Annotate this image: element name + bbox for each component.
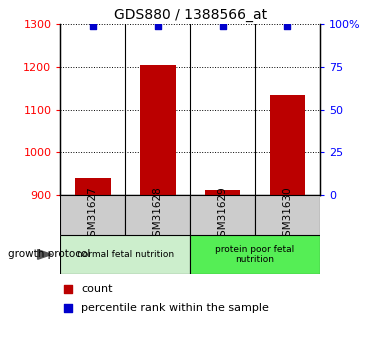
Point (154, 23, 161, 29)
Point (65, 306, 71, 311)
Text: protein poor fetal
nutrition: protein poor fetal nutrition (215, 245, 294, 264)
Bar (255, 195, 320, 235)
Bar (125, 195, 190, 235)
Bar (60, 195, 125, 235)
Text: normal fetal nutrition: normal fetal nutrition (77, 250, 174, 259)
Title: GDS880 / 1388566_at: GDS880 / 1388566_at (113, 8, 267, 22)
Text: count: count (81, 284, 113, 294)
Bar (140, 65, 176, 195)
Polygon shape (37, 250, 51, 259)
Point (284, 23, 291, 29)
Bar (269, 95, 305, 195)
Text: GSM31629: GSM31629 (218, 186, 227, 243)
Point (90, 23, 96, 29)
Text: percentile rank within the sample: percentile rank within the sample (81, 303, 269, 313)
Bar (190, 195, 255, 235)
Point (65, 286, 71, 291)
Bar (205, 190, 240, 195)
Text: GSM31630: GSM31630 (282, 186, 292, 243)
Text: GSM31627: GSM31627 (88, 186, 98, 243)
Point (220, 23, 226, 29)
Text: growth protocol: growth protocol (8, 249, 90, 259)
Text: GSM31628: GSM31628 (153, 186, 163, 243)
Bar (60, 235, 190, 274)
Bar (75, 178, 111, 195)
Bar (190, 235, 320, 274)
